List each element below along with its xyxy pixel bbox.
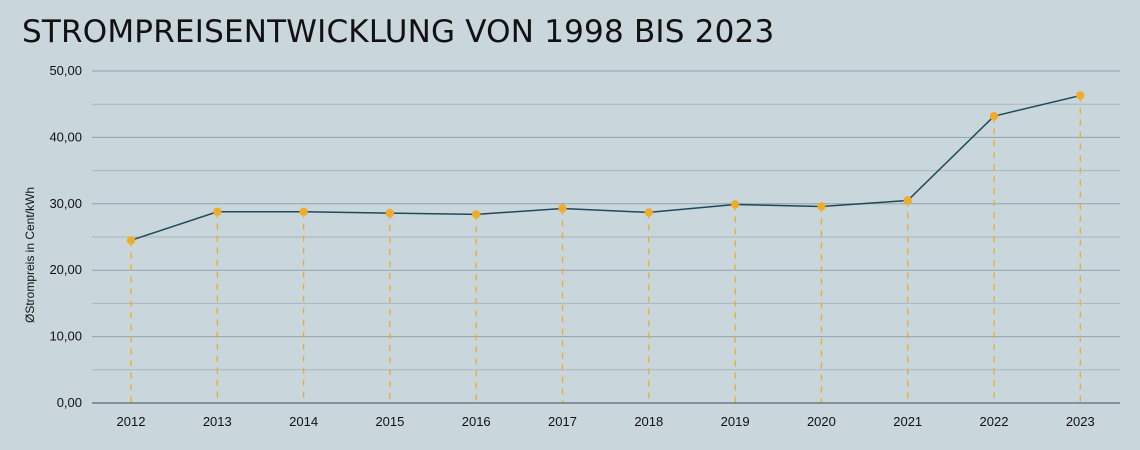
drop-lines: [130, 95, 1081, 403]
x-tick-label: 2014: [289, 414, 318, 429]
x-tick-label: 2020: [807, 414, 836, 429]
data-point: [730, 200, 740, 209]
data-point: [817, 202, 826, 211]
series-group: [130, 94, 1081, 242]
x-tick-label: 2021: [893, 414, 922, 429]
data-point: [385, 208, 395, 218]
x-tick-label: 2022: [980, 414, 1009, 429]
y-tick-label: 30,00: [49, 196, 82, 211]
data-point: [558, 204, 567, 213]
y-tick-label: 50,00: [49, 63, 82, 78]
x-tick-label: 2013: [203, 414, 232, 429]
y-tick-label: 0,00: [57, 395, 82, 410]
grid-lines: [92, 70, 1120, 371]
data-point: [644, 208, 653, 217]
x-axis-ticks: 2012 2013 2014 2015 2016 2017 2018 2019 2020 2021…: [117, 414, 1095, 429]
x-tick-label: 2012: [117, 414, 146, 429]
data-point: [1076, 91, 1085, 100]
x-tick-label: 2016: [462, 414, 491, 429]
y-tick-label: 40,00: [49, 129, 82, 144]
data-point: [903, 196, 912, 205]
x-tick-label: 2017: [548, 414, 577, 429]
x-tick-label: 2015: [375, 414, 404, 429]
x-tick-label: 2023: [1066, 414, 1095, 429]
data-point: [126, 236, 136, 245]
y-tick-label: 20,00: [49, 262, 82, 277]
x-tick-label: 2019: [721, 414, 750, 429]
y-axis-ticks: 0,00 10,00 20,00 30,00 40,00 50,00: [49, 63, 82, 410]
y-tick-label: 10,00: [49, 329, 82, 344]
x-tick-label: 2018: [634, 414, 663, 429]
data-point: [213, 207, 222, 216]
series-line: [130, 94, 1081, 242]
data-point: [472, 210, 481, 219]
data-points: [126, 91, 1085, 245]
chart-title: STROMPREISENTWICKLUNG VON 1998 BIS 2023: [22, 14, 775, 50]
y-axis-label: ØStrompreis in Cent/kWh: [23, 187, 37, 323]
y-axis-label-group: ØStrompreis in Cent/kWh: [23, 187, 37, 323]
data-point: [989, 111, 999, 121]
data-point: [299, 207, 308, 216]
